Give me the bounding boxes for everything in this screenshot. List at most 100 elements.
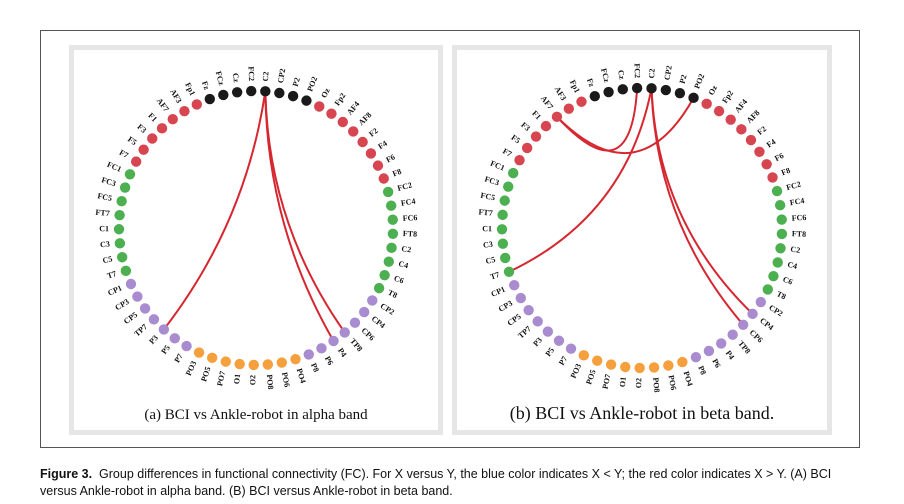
electrode-node xyxy=(703,345,715,357)
electrode-node xyxy=(674,88,686,99)
electrode-label: AF4 xyxy=(345,100,361,117)
electrode-label: F4 xyxy=(376,139,388,151)
electrode-label: C6 xyxy=(782,275,794,287)
connection-line xyxy=(650,88,744,326)
electrode-label: T7 xyxy=(489,270,501,281)
electrode-label: C2 xyxy=(401,244,412,254)
electrode-label: CP3 xyxy=(113,297,130,312)
electrode-node xyxy=(553,335,565,346)
electrode-node xyxy=(716,338,727,349)
electrode-label: F6 xyxy=(385,152,397,164)
electrode-node xyxy=(761,159,772,170)
electrode-label: FC2 xyxy=(396,180,413,193)
electrode-label: C6 xyxy=(393,274,405,286)
electrode-label: TP8 xyxy=(348,337,364,354)
electrode-node xyxy=(387,228,399,239)
electrode-node xyxy=(663,360,674,371)
electrode-label: C3 xyxy=(100,239,111,249)
connection-line xyxy=(650,88,754,315)
electrode-label: FC5 xyxy=(97,191,113,203)
electrode-label: P7 xyxy=(173,352,185,364)
electrode-node xyxy=(603,86,614,98)
electrode-node xyxy=(339,327,350,338)
electrode-node xyxy=(540,120,552,132)
electrode-node xyxy=(713,105,725,117)
electrode-label: FC2 xyxy=(247,66,257,81)
electrode-node xyxy=(234,358,245,370)
electrode-node xyxy=(576,96,587,107)
electrode-label: PO4 xyxy=(682,370,695,387)
electrode-node xyxy=(762,284,773,295)
electrode-node xyxy=(119,182,131,193)
electrode-node xyxy=(328,335,339,347)
electrode-node xyxy=(499,195,510,206)
electrode-node xyxy=(276,357,287,368)
caption-text: Group differences in functional connecti… xyxy=(40,467,832,498)
electrode-node xyxy=(648,362,660,373)
electrode-label: O1 xyxy=(232,373,242,384)
electrode-label: TP7 xyxy=(132,322,149,338)
electrode-node xyxy=(387,214,398,225)
electrode-node xyxy=(231,87,243,98)
electrode-node xyxy=(246,85,257,97)
electrode-label: AF8 xyxy=(357,110,374,127)
electrode-label: FC6 xyxy=(791,213,806,223)
electrode-label: C3 xyxy=(483,240,494,250)
electrode-node xyxy=(193,347,205,358)
electrode-label: F2 xyxy=(367,126,380,139)
electrode-label: C4 xyxy=(786,260,798,271)
electrode-node xyxy=(124,169,136,180)
electrode-label: FT8 xyxy=(792,229,807,239)
electrode-node xyxy=(116,252,128,263)
electrode-node xyxy=(605,359,617,370)
electrode-label: PO8 xyxy=(651,377,661,393)
electrode-node xyxy=(138,144,149,155)
electrode-node xyxy=(114,209,125,221)
electrode-label: FC2 xyxy=(785,180,802,193)
connection-line xyxy=(163,91,267,331)
subcaption-b: (b) BCI vs Ankle-robot in beta band. xyxy=(509,403,775,423)
electrode-node xyxy=(496,224,508,235)
electrode-node xyxy=(776,214,787,225)
electrode-label: FC6 xyxy=(402,213,417,223)
electrode-node xyxy=(688,92,699,104)
electrode-node xyxy=(592,355,603,366)
electrode-label: F5 xyxy=(509,133,521,145)
electrode-node xyxy=(218,89,229,101)
electrode-label: PO2 xyxy=(692,73,706,90)
electrode-node xyxy=(634,362,645,374)
electrode-label: C2 xyxy=(647,68,657,78)
panel-a: FC2 C2 CP2 P2 PO2 Oz Fp2 AF4 AF8 F2 F4 F6 F8 FC2 FC4 FC… xyxy=(69,45,443,435)
electrode-node xyxy=(508,167,519,179)
electrode-label: FC4 xyxy=(400,197,416,208)
caption-label: Figure 3. xyxy=(40,467,93,481)
electrode-node xyxy=(383,256,394,267)
electrode-label: FC4 xyxy=(789,196,805,207)
electrode-label: PO6 xyxy=(666,374,678,391)
electrode-label: CP4 xyxy=(758,316,775,332)
electrode-label: FC3 xyxy=(100,175,117,188)
electrode-node xyxy=(290,353,301,365)
electrode-label: FC5 xyxy=(480,191,496,203)
electrode-label: CP4 xyxy=(370,314,387,330)
figure-caption: Figure 3. Group differences in functiona… xyxy=(40,466,870,500)
electrode-node xyxy=(768,270,779,282)
electrode-label: F8 xyxy=(391,167,403,179)
electrode-label: P7 xyxy=(557,355,569,367)
electrode-label: AF3 xyxy=(168,87,183,104)
electrode-node xyxy=(523,304,534,316)
electrode-node xyxy=(204,93,216,105)
electrode-node xyxy=(754,146,765,157)
electrode-node xyxy=(774,199,786,211)
electrode-node xyxy=(515,292,526,304)
electrode-node xyxy=(262,359,274,370)
electrode-node xyxy=(551,111,563,122)
electrode-node xyxy=(532,316,543,327)
electrode-node xyxy=(248,359,259,371)
subcaption-a: (a) BCI vs Ankle-robot in alpha band xyxy=(144,407,368,423)
electrode-label: P3 xyxy=(531,336,544,349)
electrode-label: Cz xyxy=(231,72,241,83)
electrode-node xyxy=(589,90,600,102)
connection-line xyxy=(508,88,653,273)
electrode-label: PO3 xyxy=(569,362,583,379)
